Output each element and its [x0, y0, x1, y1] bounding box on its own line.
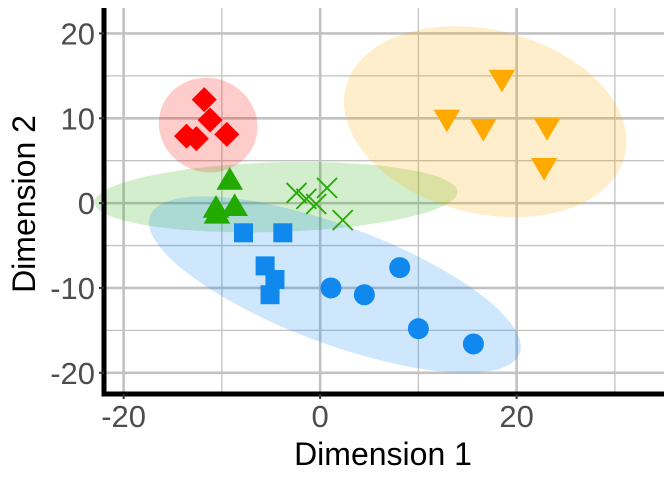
data-point-circle: [407, 318, 429, 340]
y-tick-label: 20: [61, 16, 95, 51]
cluster-ellipses: [94, 26, 627, 373]
x-tick-label: 20: [499, 399, 533, 434]
data-point-diamond: [183, 126, 209, 152]
data-point-x: [332, 209, 354, 231]
grid-lines: [104, 8, 664, 394]
data-point-x: [285, 182, 308, 204]
data-point-circle: [320, 277, 342, 299]
data-point-circle: [353, 284, 375, 306]
data-point-triangle-up: [203, 200, 231, 224]
data-point-circle: [389, 257, 411, 279]
y-tick-label: -20: [50, 356, 95, 391]
data-point-triangle-up: [221, 193, 248, 217]
x-axis-title: Dimension 1: [294, 436, 472, 472]
data-point-triangle-down: [530, 157, 558, 181]
data-point-x: [316, 177, 338, 199]
tick-labels: -20 0 20 -20 -10 0 10 20: [50, 16, 534, 434]
data-points: [174, 69, 561, 355]
data-point-triangle-down: [433, 109, 461, 133]
data-point-square: [265, 269, 285, 289]
data-point-square: [273, 223, 293, 243]
data-point-square: [234, 223, 254, 243]
data-point-triangle-down: [469, 118, 497, 142]
y-axis-title: Dimension 2: [6, 115, 42, 293]
cluster-ellipse: [94, 162, 458, 233]
data-point-diamond: [214, 121, 240, 147]
data-point-triangle-up: [216, 167, 244, 190]
data-point-square: [260, 285, 280, 305]
x-tick-label: -20: [101, 399, 146, 434]
y-tick-label: 0: [78, 186, 95, 221]
data-point-diamond: [197, 107, 223, 133]
data-point-circle: [462, 333, 484, 355]
data-point-x: [305, 193, 327, 215]
x-tick-label: 0: [312, 399, 329, 434]
data-point-triangle-down: [488, 69, 516, 93]
y-tick-label: 10: [61, 101, 95, 136]
data-point-diamond: [191, 87, 217, 113]
axes: [99, 8, 664, 399]
data-point-x: [295, 188, 318, 210]
y-tick-label: -10: [50, 271, 95, 306]
data-point-triangle-down: [533, 118, 561, 141]
